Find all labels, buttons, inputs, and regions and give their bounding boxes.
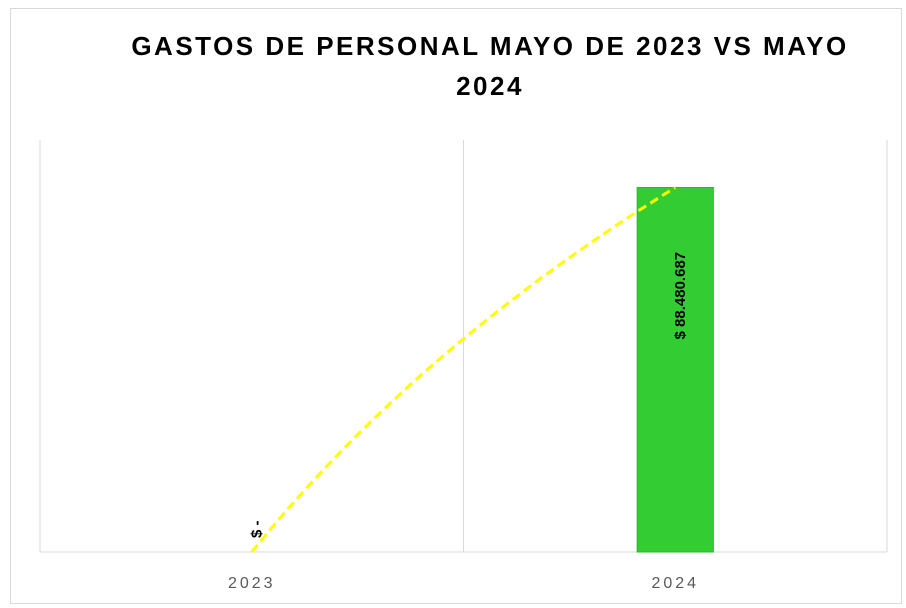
bar: [636, 186, 714, 553]
trendline: [250, 186, 677, 553]
chart-border: [10, 8, 902, 604]
data-label: $ 88.480.687: [672, 252, 689, 340]
chart-title: GASTOS DE PERSONAL MAYO DE 2023 VS MAYO …: [131, 31, 849, 101]
x-tick-label: 2023: [228, 575, 276, 592]
x-tick-label: 2024: [651, 575, 699, 592]
data-label: $ -: [249, 520, 266, 538]
